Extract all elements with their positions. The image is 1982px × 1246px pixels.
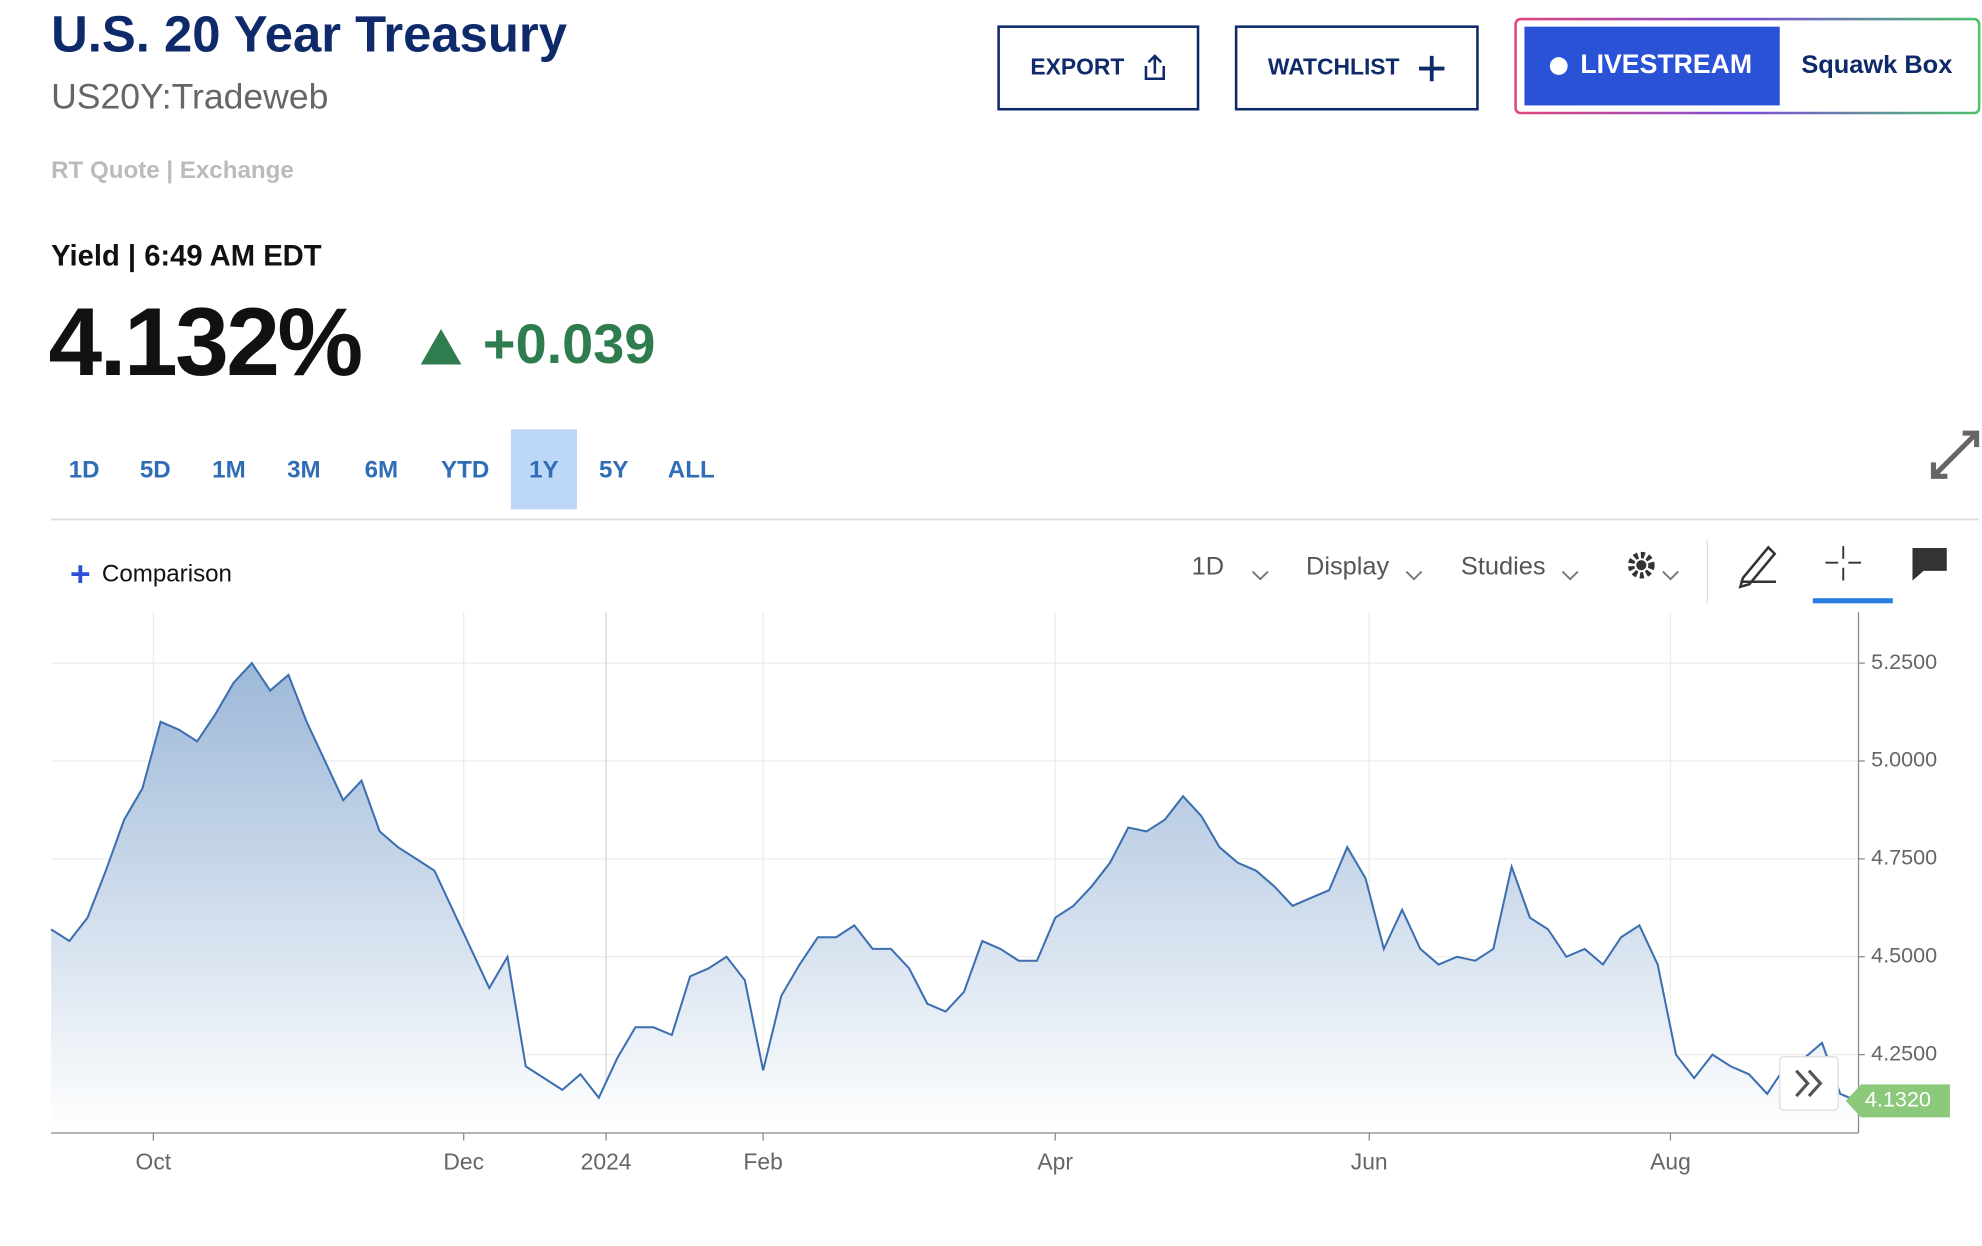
symbol: US20Y:Tradeweb <box>51 76 328 116</box>
range-tab[interactable]: 1D <box>69 457 100 484</box>
chart: 4.2500 4.5000 4.7500 5.0000 5.2500 Oct Dec 2024… <box>50 612 1950 1174</box>
settings-icon[interactable] <box>1627 551 1679 581</box>
expand-icon[interactable] <box>1930 430 1980 479</box>
livestream-button[interactable]: LIVESTREAM Squawk Box <box>1514 17 1981 115</box>
line <box>50 661 1859 1103</box>
draw-icon[interactable] <box>1738 545 1777 589</box>
active-tab <box>510 429 577 510</box>
range-tab[interactable]: 3M <box>287 457 321 484</box>
comment-icon[interactable] <box>1912 548 1947 581</box>
quote-source: RT Quote | Exchange <box>51 157 294 184</box>
price: 4.132% <box>49 289 362 396</box>
watchlist-label: WATCHLIST <box>1268 54 1400 80</box>
area <box>51 663 1859 1133</box>
title: U.S. 20 Year Treasury <box>51 6 567 63</box>
x-tick-label: Aug <box>1650 1148 1691 1174</box>
range-tabs: 1D 5D 1M 3M 6M YTD 1Y 5Y ALL <box>69 429 715 510</box>
livestream-label: LIVESTREAM <box>1580 49 1752 79</box>
range-tab[interactable]: 6M <box>365 457 399 484</box>
x-tick-label: Dec <box>443 1148 484 1174</box>
x-tick-label: Oct <box>136 1148 172 1174</box>
export-button[interactable]: EXPORT <box>997 25 1200 111</box>
range-tab[interactable]: YTD <box>441 457 489 484</box>
up-arrow <box>420 328 462 365</box>
comparison-button[interactable]: Comparison <box>71 561 232 588</box>
yield-label: Yield | 6:49 AM EDT <box>51 241 322 273</box>
scroll-right-button[interactable] <box>1779 1056 1839 1111</box>
crosshair-icon[interactable] <box>1825 546 1862 581</box>
last-value-label: 4.1320 <box>1865 1087 1931 1112</box>
range-tab[interactable]: 1Y <box>529 457 559 484</box>
chevron <box>1561 570 1579 581</box>
studies-menu[interactable]: Studies <box>1461 552 1546 580</box>
export-label: EXPORT <box>1030 54 1124 80</box>
range-tab[interactable]: 5D <box>140 457 171 484</box>
last-value-tag <box>1845 1084 1950 1118</box>
y-tick-label: 4.5000 <box>1871 942 1937 967</box>
watchlist-button[interactable]: WATCHLIST <box>1234 25 1479 111</box>
change: +0.039 <box>483 312 655 375</box>
active-tool-indicator <box>1812 598 1893 604</box>
range-tab[interactable]: ALL <box>668 457 715 484</box>
x-tick-label: Apr <box>1037 1148 1073 1174</box>
y-tick-label: 4.7500 <box>1871 845 1937 870</box>
x-tick-label: Feb <box>743 1148 782 1174</box>
comparison-label: Comparison <box>102 561 232 588</box>
chevron <box>1405 570 1423 581</box>
x-tick-label: Jun <box>1351 1148 1388 1174</box>
chevron <box>1251 570 1269 581</box>
y-tick-label: 5.2500 <box>1871 649 1937 674</box>
display-menu[interactable]: Display <box>1306 552 1390 580</box>
show-label: Squawk Box <box>1801 51 1952 79</box>
interval-menu[interactable]: 1D <box>1192 552 1224 580</box>
range-tab[interactable]: 5Y <box>599 457 629 484</box>
y-tick-label: 5.0000 <box>1871 747 1937 772</box>
y-tick-label: 4.2500 <box>1871 1040 1937 1065</box>
range-tab[interactable]: 1M <box>212 457 246 484</box>
x-tick-label: 2024 <box>581 1148 632 1174</box>
chevrons <box>1795 1069 1823 1098</box>
